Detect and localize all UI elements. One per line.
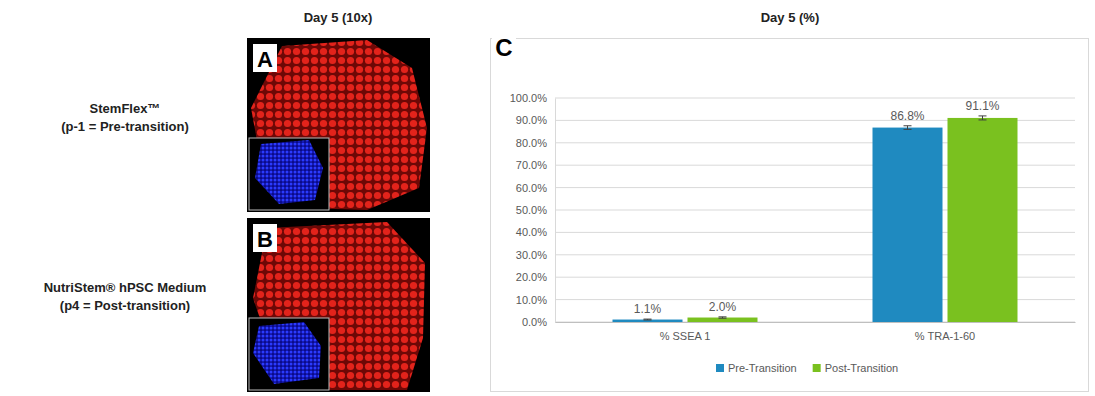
column-title: Day 5 (10x) <box>304 10 373 25</box>
error-stem <box>907 126 908 130</box>
inset <box>249 138 329 210</box>
chart-frame <box>491 39 1089 392</box>
data-labels: 1.1% 86.8% 2.0% 91.1% <box>634 99 1000 316</box>
bar <box>948 118 1018 322</box>
row-label: (p4 = Post-transition) <box>60 298 190 313</box>
error-cap <box>904 129 912 130</box>
colony-blue <box>255 140 323 204</box>
y-tick-label: 60.0% <box>516 182 547 194</box>
letter-box <box>253 44 277 72</box>
x-tick-label: % TRA-1-60 <box>915 330 975 342</box>
y-tick: 80.0% <box>516 137 555 149</box>
y-tick-label: 90.0% <box>516 114 547 126</box>
error-cap <box>979 119 987 120</box>
y-tick: 70.0% <box>516 159 555 171</box>
y-tick: 90.0% <box>516 114 555 126</box>
x-axis-line <box>556 322 1076 323</box>
background <box>0 0 1095 396</box>
colony-red <box>251 40 427 210</box>
figure: Day 5 (10x) StemFlex™ (p-1 = Pre-transitio… <box>0 0 1095 396</box>
y-tick-label: 50.0% <box>516 204 547 216</box>
bar <box>873 128 943 322</box>
error-bar <box>979 116 987 120</box>
y-tick: 60.0% <box>516 182 555 194</box>
data-label: 86.8% <box>890 109 924 123</box>
bar <box>688 318 758 322</box>
row-label: NutriStem® hPSC Medium <box>44 280 207 295</box>
y-tick-label: 80.0% <box>516 137 547 149</box>
data-label: 1.1% <box>634 302 662 316</box>
inset-background <box>249 318 329 390</box>
legend-item: Post-Transition <box>813 362 899 374</box>
legend-label: Pre-Transition <box>728 362 797 374</box>
y-tick: 50.0% <box>516 204 555 216</box>
panel-letter: B <box>257 227 273 252</box>
inset-background <box>249 138 329 210</box>
row-label: (p-1 = Pre-transition) <box>61 119 189 134</box>
chart-title: Day 5 (%) <box>761 10 820 25</box>
panel-letter: A <box>257 47 273 72</box>
x-tick-label: % SSEA 1 <box>660 330 711 342</box>
y-tick-label: 20.0% <box>516 271 547 283</box>
panel-letter: C <box>495 34 512 61</box>
y-tick: 0.0% <box>522 316 555 328</box>
y-axis: 0.0% 10.0% 20.0% 30.0% 40.0% 50.0% 60.0% 70.0% 8… <box>510 92 556 328</box>
error-stem <box>982 116 983 120</box>
legend-swatch <box>813 364 821 372</box>
error-cap <box>719 318 727 319</box>
y-tick-label: 0.0% <box>522 316 547 328</box>
error-cap <box>904 125 912 126</box>
y-tick: 20.0% <box>516 271 555 283</box>
error-cap <box>979 115 987 116</box>
legend-swatch <box>716 364 724 372</box>
legend-item: Pre-Transition <box>716 362 797 374</box>
legend: Pre-Transition Post-Transition <box>716 362 898 374</box>
data-label: 2.0% <box>709 300 737 314</box>
y-axis-line <box>555 99 556 323</box>
y-tick-label: 100.0% <box>510 92 548 104</box>
y-tick-label: 10.0% <box>516 294 547 306</box>
y-tick: 40.0% <box>516 226 555 238</box>
x-tick: % SSEA 1 <box>660 322 711 342</box>
grid <box>555 98 1075 322</box>
legend-label: Post-Transition <box>825 362 899 374</box>
y-tick-label: 40.0% <box>516 226 547 238</box>
y-tick: 100.0% <box>510 92 555 104</box>
bar <box>613 320 683 322</box>
image-panel: B <box>247 218 430 392</box>
y-tick: 30.0% <box>516 249 555 261</box>
image-background <box>247 218 430 392</box>
row-label: StemFlex™ <box>90 101 161 116</box>
plot-area <box>613 116 1018 322</box>
error-cap <box>644 319 652 320</box>
x-tick: % TRA-1-60 <box>915 322 975 342</box>
y-tick-label: 30.0% <box>516 249 547 261</box>
error-bar <box>644 319 652 321</box>
letter-box <box>492 32 516 60</box>
y-tick-label: 70.0% <box>516 159 547 171</box>
colony-blue <box>253 322 321 384</box>
error-bar <box>719 317 727 318</box>
data-label: 91.1% <box>965 99 999 113</box>
inset <box>249 318 329 390</box>
image-background <box>247 38 430 212</box>
colony-red <box>253 222 425 390</box>
error-cap <box>719 316 727 317</box>
error-cap <box>644 319 652 320</box>
x-axis: % SSEA 1 % TRA-1-60 <box>556 322 1076 342</box>
image-panel: A <box>247 38 430 212</box>
letter-box <box>253 224 277 252</box>
y-tick: 10.0% <box>516 294 555 306</box>
error-bar <box>904 126 912 130</box>
